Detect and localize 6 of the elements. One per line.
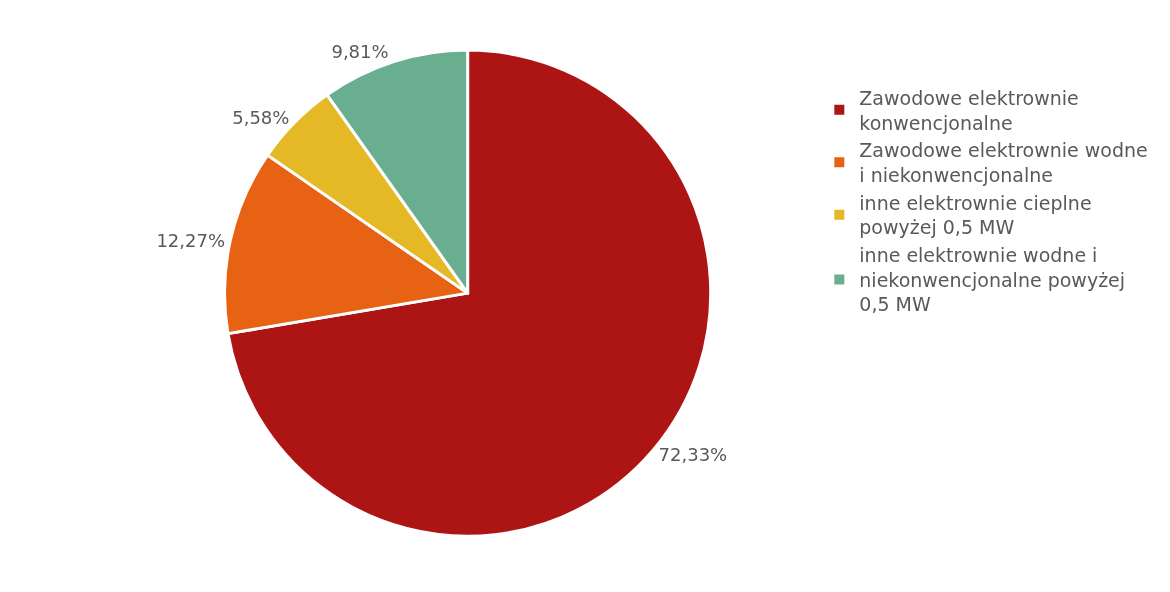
legend-label: Zawodowe elektrownie konwencjonalne [859,86,1079,134]
data-label: 9,81% [331,41,389,63]
data-label: 5,58% [232,106,290,128]
data-label: 72,33% [658,443,728,465]
data-label: 12,27% [156,229,226,251]
legend-label: inne elektrownie wodne i niekonwencjonalne powyżej 0,5 MW [859,244,1126,316]
